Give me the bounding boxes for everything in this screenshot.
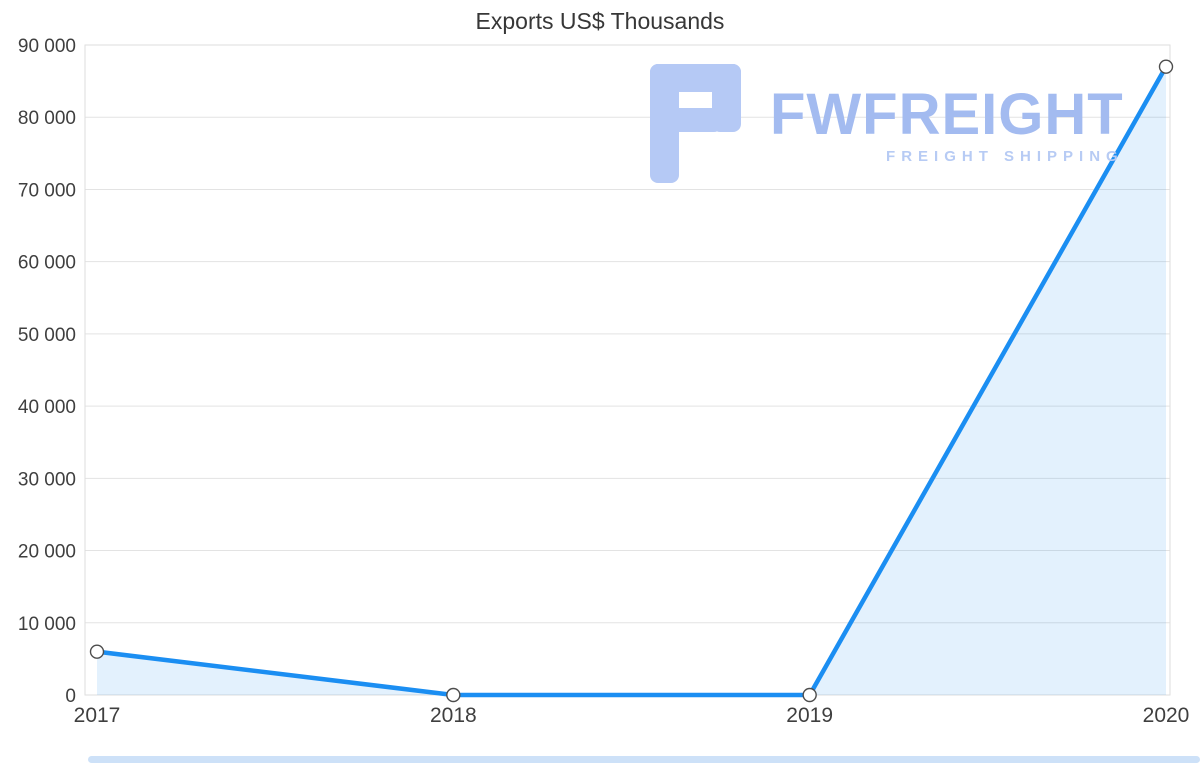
x-axis-label: 2018 [430,704,477,727]
data-point-marker[interactable] [1158,59,1174,74]
data-point-marker[interactable] [446,687,461,703]
y-axis-label: 90 000 [18,36,76,57]
y-axis-label: 30 000 [18,469,76,490]
y-axis-label: 20 000 [18,542,76,563]
chart-title: Exports US$ Thousands [475,8,725,34]
x-axis-label: 2020 [1143,704,1190,727]
area-fill [97,66,1166,695]
x-axis-label: 2017 [74,704,121,727]
y-axis-label: 0 [65,686,76,707]
y-axis-label: 60 000 [18,253,76,274]
y-axis-label: 10 000 [18,614,76,635]
data-point-marker[interactable] [89,644,105,659]
y-axis-label: 80 000 [18,108,76,129]
y-axis-label: 50 000 [18,325,76,346]
series-line [94,64,1169,698]
y-axis-label: 70 000 [18,180,76,201]
y-axis-label: 40 000 [18,397,76,418]
bottom-scrollbar[interactable] [88,756,1200,763]
x-axis-label: 2019 [786,704,833,727]
data-point-marker[interactable] [802,687,817,703]
